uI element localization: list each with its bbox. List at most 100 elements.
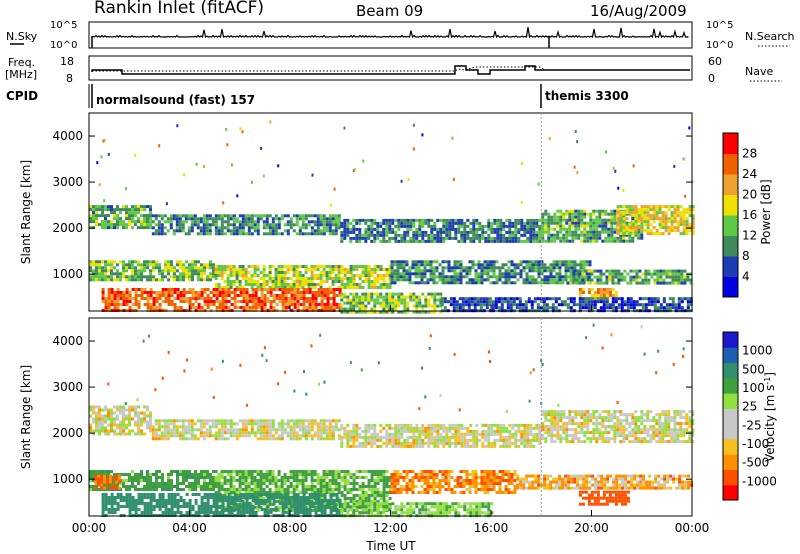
power-cell <box>226 226 230 230</box>
power-cell <box>412 304 416 308</box>
velocity-cell <box>172 431 176 435</box>
velocity-cell <box>412 432 416 436</box>
power-cell <box>670 214 674 218</box>
velocity-cell <box>89 405 92 409</box>
power-cell <box>281 306 285 309</box>
power-cell <box>412 239 416 243</box>
power-cell <box>269 291 273 294</box>
power-cell <box>596 291 600 294</box>
power-cell <box>343 286 347 289</box>
velocity-cell <box>119 411 122 415</box>
velocity-cell <box>526 426 530 430</box>
power-cell <box>634 211 638 215</box>
power-cell <box>541 221 545 225</box>
velocity-cell <box>553 419 557 423</box>
power-cell <box>295 286 299 289</box>
power-cell <box>119 260 122 264</box>
power-cell <box>290 288 294 291</box>
power-cell <box>308 288 312 291</box>
power-cell <box>533 300 537 304</box>
power-cell <box>301 226 305 230</box>
power-cell <box>445 221 449 225</box>
power-cell <box>649 214 653 218</box>
power-cell <box>158 266 161 270</box>
power-cell <box>137 205 140 209</box>
power-cell <box>250 217 254 221</box>
power-cell <box>449 303 453 307</box>
power-cell <box>562 224 566 228</box>
power-cell <box>568 221 572 225</box>
power-cell <box>581 269 585 273</box>
power-cell <box>155 278 158 282</box>
power-cell <box>107 223 110 227</box>
power-cell <box>328 223 332 227</box>
power-cell <box>449 297 453 301</box>
power-cell <box>221 303 225 306</box>
velocity-cell <box>451 423 455 427</box>
power-cell <box>302 306 306 309</box>
power-cell <box>467 300 471 304</box>
power-cell <box>247 283 251 286</box>
power-cell <box>423 275 427 279</box>
power-cell <box>394 304 398 308</box>
power-cell <box>89 220 92 224</box>
velocity-cell <box>397 429 401 433</box>
power-cell <box>92 220 95 224</box>
velocity-cell <box>460 426 464 430</box>
power-cell <box>185 266 188 270</box>
power-cell <box>89 263 92 267</box>
power-cell <box>95 266 98 270</box>
velocity-cell <box>349 432 353 436</box>
power-cell <box>364 271 368 274</box>
power-cell <box>257 303 261 306</box>
power-cell <box>373 218 377 222</box>
power-cell <box>592 239 596 243</box>
velocity-cell <box>128 414 131 418</box>
power-cell <box>406 295 410 299</box>
velocity-cell <box>466 432 470 436</box>
power-cell <box>611 306 615 310</box>
power-cell <box>634 232 638 236</box>
power-cell <box>322 268 326 271</box>
velocity-cell <box>562 416 566 420</box>
velocity-cell <box>253 434 257 438</box>
power-cell <box>173 278 176 282</box>
power-cell <box>509 303 513 307</box>
velocity-cell <box>292 428 296 432</box>
power-cell <box>589 215 593 219</box>
velocity-cell <box>436 423 440 427</box>
power-cell <box>379 268 383 271</box>
power-cell <box>468 272 472 276</box>
power-cell <box>659 306 663 310</box>
power-cell <box>382 221 386 225</box>
power-cell <box>569 269 573 273</box>
velocity-cell <box>119 423 122 427</box>
power-cell <box>592 236 596 240</box>
velocity-cell <box>418 444 422 448</box>
power-cell <box>346 301 350 305</box>
power-cell <box>552 281 556 285</box>
power-cell <box>370 218 374 222</box>
power-cell <box>295 265 299 268</box>
velocity-cell <box>385 438 389 442</box>
power-cell <box>376 292 380 296</box>
power-cell <box>474 281 478 285</box>
power-cell <box>385 307 389 311</box>
power-cell <box>499 224 503 228</box>
power-cell <box>302 303 306 306</box>
power-cell <box>599 297 603 301</box>
power-cell <box>343 224 347 228</box>
power-cell <box>302 300 306 303</box>
power-cell <box>667 226 671 230</box>
power-cell <box>373 304 377 308</box>
power-cell <box>442 221 446 225</box>
power-cell <box>197 266 200 270</box>
power-cell <box>385 286 389 289</box>
velocity-cell <box>226 428 230 432</box>
velocity-cell <box>619 434 623 438</box>
velocity-cell <box>355 438 359 442</box>
velocity-cell <box>116 414 119 418</box>
power-cell <box>376 301 380 305</box>
power-cell <box>187 232 191 236</box>
velocity-cell <box>619 410 623 414</box>
